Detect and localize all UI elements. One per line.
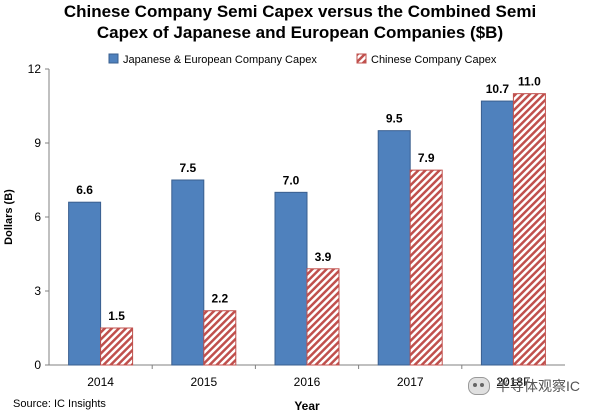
bar-japan-europe-2015 [171,179,205,366]
y-tick-label: 6 [34,210,41,224]
bar-china-2017 [409,169,443,366]
source-note: Source: IC Insights [13,398,106,410]
x-tick-label: 2018F [496,375,530,389]
x-tick-label: 2015 [190,375,217,389]
bar-japan-europe-2014 [68,201,102,366]
bar-china-2014 [100,327,134,366]
data-label: 6.6 [76,183,93,197]
x-tick-label: 2016 [294,375,321,389]
data-label: 7.9 [418,151,435,165]
legend-swatch-japan-europe [108,53,119,64]
data-label: 7.0 [283,173,300,187]
legend-label-japan-europe: Japanese & European Company Capex [123,54,317,66]
data-label: 2.2 [211,292,228,306]
x-tick-label: 2014 [87,375,114,389]
bar-japan-europe-2016 [274,191,308,366]
data-label: 9.5 [386,112,403,126]
wechat-logo-icon [468,377,490,395]
chart-title-line-2: Capex of Japanese and European Companies… [96,23,504,42]
y-tick-label: 3 [34,284,41,298]
y-axis-label: Dollars (B) [3,189,15,245]
legend-label-china: Chinese Company Capex [371,54,497,66]
bar-china-2015 [203,310,237,366]
y-tick-label: 9 [34,136,41,150]
data-label: 10.7 [486,82,510,96]
watermark: 半导体观察IC [468,376,580,396]
bar-japan-europe-2018F [480,100,514,366]
y-tick-label: 12 [28,62,42,76]
bar-china-2018F [512,93,546,366]
y-tick-label: 0 [34,358,41,372]
chart-title-line-1: Chinese Company Semi Capex versus the Co… [63,2,537,21]
legend-swatch-china [356,53,367,64]
data-label: 7.5 [179,161,196,175]
data-label: 1.5 [108,309,125,323]
x-axis-label: Year [294,399,320,413]
watermark-text: 半导体观察IC [496,378,580,394]
data-label: 11.0 [518,75,541,89]
bar-japan-europe-2017 [377,130,411,366]
x-tick-label: 2017 [397,375,424,389]
bar-china-2016 [306,268,340,366]
data-label: 3.9 [315,250,332,264]
